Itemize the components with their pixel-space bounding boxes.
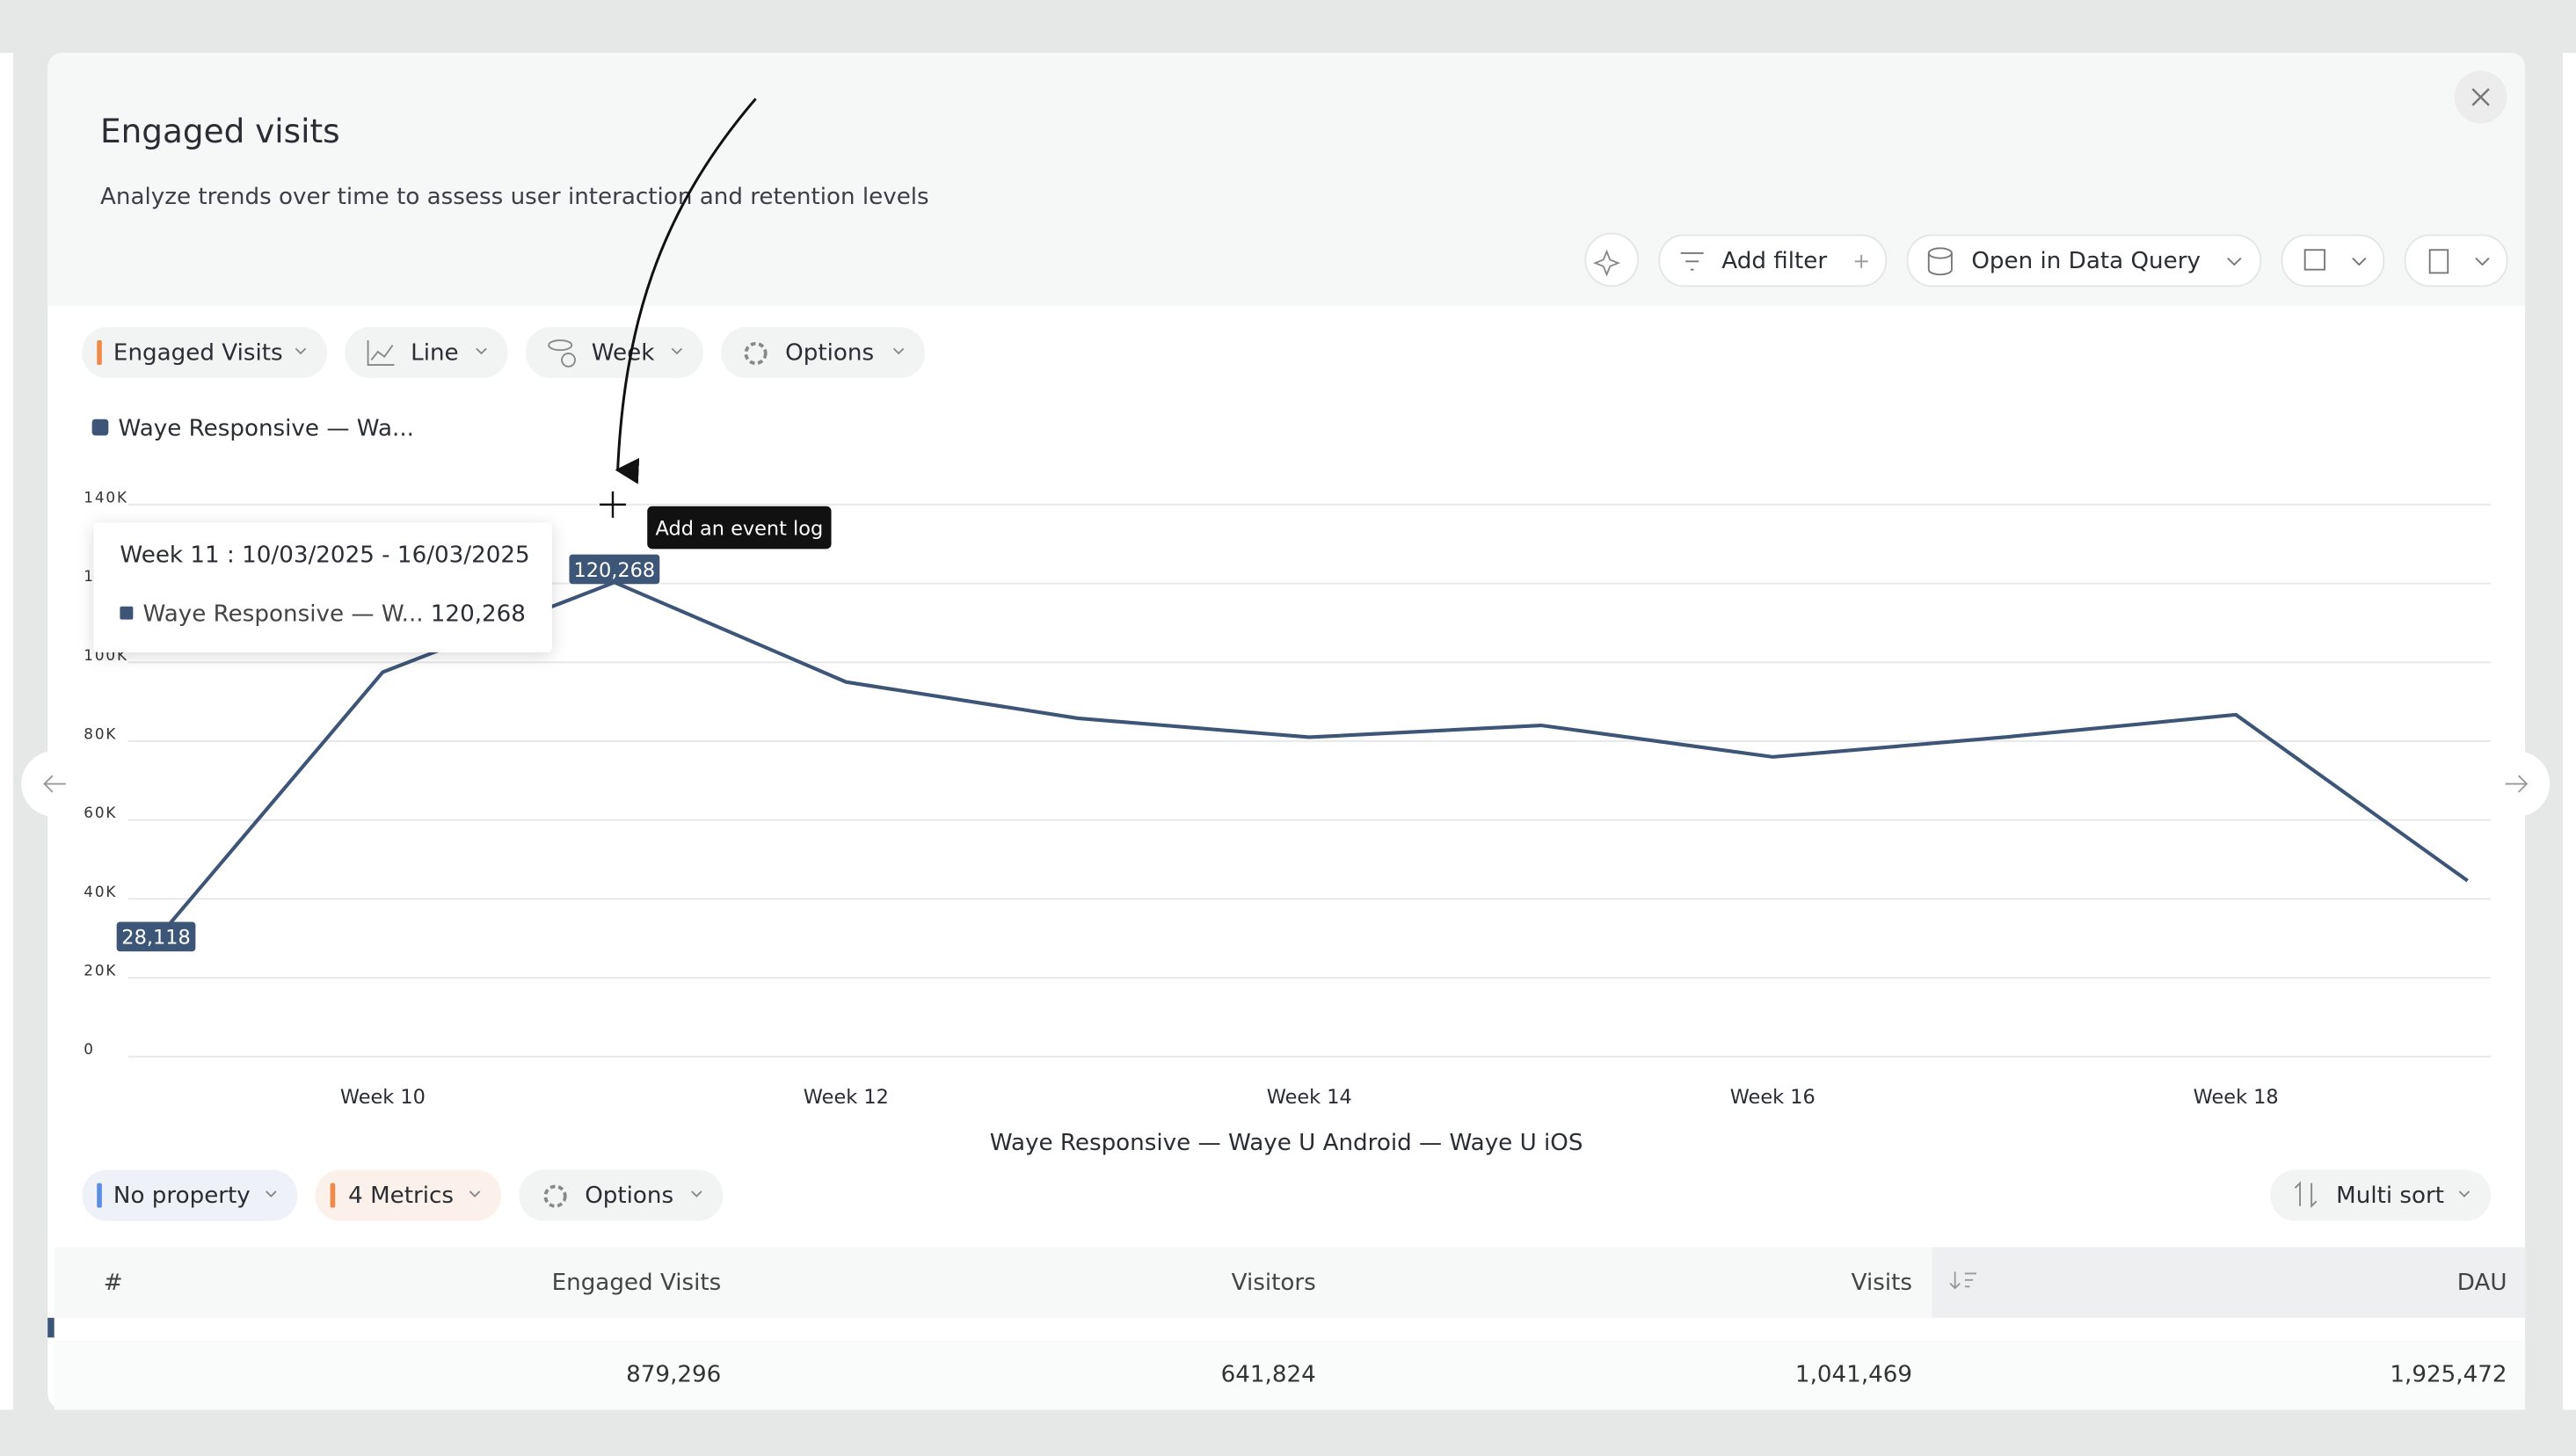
chevron (2458, 1190, 2470, 1198)
copy-button[interactable] (2281, 234, 2385, 288)
add-filter-label: Add filter (1721, 248, 1827, 274)
column-header: # (104, 1270, 123, 1296)
interval-label: Week (592, 339, 656, 366)
property-chip[interactable] (82, 1169, 298, 1221)
metric-color (97, 340, 102, 366)
line-icon (367, 340, 395, 366)
download-icon (2428, 249, 2449, 274)
interval-icon (561, 353, 576, 368)
table-row (54, 1340, 2526, 1410)
side-panel (0, 52, 13, 1410)
y-tick-label: 60K (84, 804, 117, 821)
column-header: DAU (2457, 1270, 2507, 1296)
metrics-chip[interactable] (315, 1169, 501, 1221)
interval-chip[interactable] (525, 327, 703, 378)
options-label: Options (785, 339, 874, 366)
chevron (266, 1190, 277, 1198)
column-header: Visitors (1232, 1270, 1316, 1296)
metric-chip[interactable] (82, 327, 327, 378)
event-log-text: Add an event log (656, 517, 824, 540)
modal (47, 52, 2526, 1410)
table-options-chip[interactable] (519, 1169, 724, 1221)
x-axis-title: Waye Responsive — Waye U Android — Waye … (990, 1130, 1583, 1156)
chevron (2227, 257, 2242, 266)
property-label: No property (113, 1183, 251, 1209)
download-button[interactable] (2404, 234, 2508, 288)
x-tick-label: Week 12 (804, 1086, 889, 1109)
annotation-arrow (615, 98, 757, 484)
title: Engaged visits (100, 112, 340, 150)
data-label-bg (116, 921, 196, 952)
arrow-icon (43, 775, 66, 793)
sort-chip[interactable] (2270, 1169, 2491, 1221)
y-tick-label: 80K (84, 724, 117, 742)
sort-column-icon (1949, 1271, 1976, 1290)
chart-type-label: Line (411, 339, 459, 366)
arrow-icon (2505, 775, 2529, 793)
subtitle: Analyze trends over time to assess user … (100, 184, 929, 210)
table-cell: 1,041,469 (1795, 1362, 1912, 1388)
chevron (2475, 257, 2490, 266)
chevron (671, 347, 683, 355)
table-cell: 879,296 (626, 1362, 721, 1388)
chevron (295, 347, 307, 355)
add-cursor (600, 491, 626, 518)
table-options-label: Options (585, 1183, 673, 1209)
y-tick-label: 20K (84, 962, 117, 979)
data-label: 120,268 (574, 559, 656, 582)
chevron (476, 347, 487, 355)
property-color (97, 1183, 102, 1208)
x-tick-label: Week 10 (340, 1086, 426, 1109)
column-header: Visits (1852, 1270, 1912, 1296)
legend-swatch (91, 419, 109, 436)
tooltip-series: Waye Responsive — W... (143, 601, 424, 628)
metrics-color (330, 1183, 336, 1208)
tooltip-title: Week 11 : 10/03/2025 - 16/03/2025 (120, 542, 529, 568)
close-icon (2471, 88, 2490, 106)
tooltip (93, 522, 552, 653)
chevron (469, 1190, 481, 1198)
table-cell: 641,824 (1221, 1362, 1316, 1388)
x-tick-label: Week 14 (1267, 1086, 1352, 1109)
column-header: Engaged Visits (552, 1270, 722, 1296)
options-chip[interactable] (721, 327, 926, 378)
table-cell: 1,925,472 (2390, 1362, 2507, 1388)
db-icon (1927, 252, 1953, 276)
chevron (2352, 257, 2367, 266)
data-label: 28,118 (121, 927, 190, 950)
add-filter-button[interactable] (1658, 234, 1888, 288)
y-tick-label: 40K (84, 883, 117, 900)
plus-icon (1854, 254, 1868, 268)
x-tick-label: Week 16 (1730, 1086, 1816, 1109)
modal-header (47, 52, 2526, 306)
sort-icon (2294, 1181, 2318, 1209)
y-tick-label: 0 (84, 1040, 95, 1058)
open-query-button[interactable] (1906, 234, 2262, 288)
x-tick-label: Week 18 (2194, 1086, 2279, 1109)
gear-icon (744, 341, 768, 366)
row-marker (47, 1317, 55, 1338)
copy-icon (2303, 249, 2326, 271)
open-query-label: Open in Data Query (1971, 248, 2201, 274)
legend-label[interactable]: Waye Responsive — Wa... (119, 415, 414, 441)
sparkle-icon (1592, 249, 1621, 277)
filter-icon (1680, 252, 1704, 271)
interval-icon (548, 339, 573, 352)
chevron (691, 1190, 702, 1198)
y-tick-label: 140K (84, 488, 128, 506)
event-log-tooltip (647, 506, 832, 550)
tooltip-value: 120,268 (431, 601, 526, 628)
sorted-column-header (1932, 1247, 2526, 1318)
sort-label: Multi sort (2336, 1183, 2444, 1209)
metrics-label: 4 Metrics (348, 1183, 454, 1209)
data-label-bg (569, 554, 660, 585)
chevron (892, 347, 905, 355)
side-panel (2563, 52, 2576, 1410)
tooltip-swatch (120, 606, 134, 620)
gear-icon (543, 1184, 567, 1208)
metric-chip-label: Engaged Visits (113, 339, 283, 366)
table: # Engaged Visits Visitors Visits DAU 879,296 6… (104, 1270, 2507, 1388)
